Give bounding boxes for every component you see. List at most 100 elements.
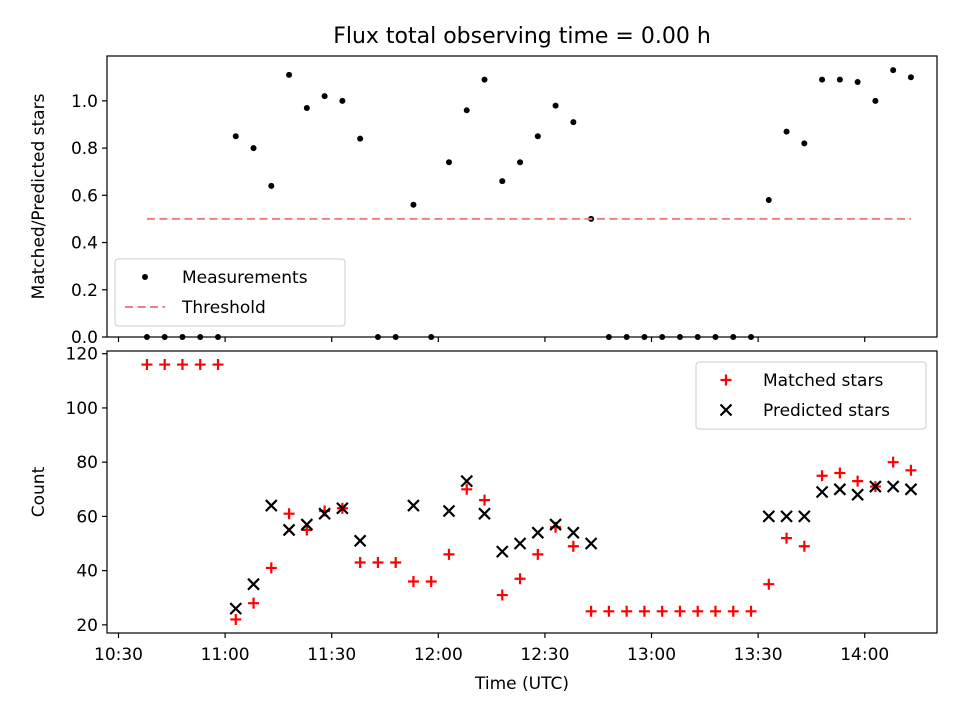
data-point — [836, 76, 843, 83]
data-point — [247, 577, 260, 591]
data-point — [496, 589, 508, 601]
legend-label: Predicted stars — [763, 401, 890, 421]
x-tick-label: 12:00 — [414, 645, 463, 665]
data-point — [763, 578, 775, 590]
y-tick-label: 0.2 — [71, 281, 98, 301]
data-point — [907, 74, 914, 81]
x-tick-label: 13:00 — [627, 645, 676, 665]
legend-label: Measurements — [182, 268, 308, 288]
data-point — [407, 499, 420, 512]
y-tick-label: 0.4 — [71, 234, 98, 254]
x-tick-label: 13:30 — [734, 645, 783, 665]
data-point — [656, 605, 668, 617]
data-point — [798, 510, 811, 523]
legend-box — [114, 258, 346, 327]
data-point — [748, 334, 755, 340]
data-point — [727, 605, 739, 617]
panel-ratio: 0.0 0.2 0.4 0.6 0.8 1.0 Matched/Predicted star… — [29, 55, 938, 348]
data-point — [552, 102, 559, 109]
data-point — [197, 334, 204, 340]
y-tick-label: 120 — [66, 345, 98, 365]
data-point — [834, 467, 846, 479]
axes-frame — [106, 55, 938, 338]
data-point — [890, 67, 897, 74]
data-point — [265, 562, 277, 574]
y-tick-label: 100 — [66, 399, 98, 419]
data-point — [531, 526, 545, 539]
data-point — [461, 483, 473, 495]
series-measurements — [143, 67, 914, 340]
data-point — [886, 480, 900, 493]
data-point — [869, 480, 882, 493]
data-point — [514, 573, 526, 585]
data-point — [339, 97, 346, 104]
data-point — [372, 557, 384, 568]
data-point — [549, 518, 562, 531]
data-point — [445, 159, 452, 166]
data-point — [318, 507, 331, 520]
data-point — [460, 474, 474, 488]
data-point — [478, 507, 491, 520]
data-point — [428, 334, 435, 340]
data-point — [659, 334, 666, 340]
y-tick-label: 80 — [76, 453, 98, 473]
data-point — [179, 334, 186, 340]
data-point — [268, 182, 275, 189]
data-point — [425, 575, 437, 587]
data-point — [815, 485, 829, 499]
data-point — [534, 133, 541, 140]
y-axis-label: Matched/Predicted stars — [29, 93, 49, 299]
data-point — [282, 523, 296, 537]
x-tick-label: 11:30 — [307, 645, 356, 665]
y-tick-label: 0.0 — [71, 328, 98, 348]
data-point — [392, 334, 399, 340]
data-point — [730, 334, 737, 340]
legend-box — [695, 361, 927, 430]
series-predicted-stars — [229, 474, 918, 615]
data-point — [765, 197, 772, 204]
data-point — [353, 534, 367, 548]
data-point — [621, 605, 633, 617]
y-axis-label: Count — [29, 466, 49, 517]
data-point — [905, 464, 917, 476]
data-point — [816, 470, 828, 482]
data-point — [852, 475, 864, 487]
legend-swatch — [719, 403, 733, 417]
data-point — [407, 575, 419, 587]
data-point — [819, 76, 826, 83]
data-point — [762, 510, 776, 523]
legend-label: Matched stars — [763, 371, 883, 391]
data-point — [570, 119, 577, 126]
legend: Matched stars Predicted stars — [695, 361, 927, 430]
data-point — [443, 548, 455, 560]
data-point — [676, 334, 683, 340]
chart-title: Flux total observing time = 0.00 h — [333, 24, 711, 49]
data-point — [712, 334, 719, 340]
data-point — [854, 78, 861, 85]
data-point — [513, 537, 527, 550]
data-point — [603, 605, 615, 617]
data-point — [250, 145, 257, 152]
x-tick-label: 14:00 — [840, 645, 889, 665]
data-point — [248, 597, 260, 609]
data-point — [872, 97, 879, 104]
data-point — [230, 613, 242, 625]
y-tick-label: 0.8 — [71, 139, 98, 159]
data-point — [692, 605, 704, 617]
axes: 0.0 0.2 0.4 0.6 0.8 1.0 Matched/Predicted star… — [29, 55, 938, 694]
y-tick-label: 20 — [76, 616, 98, 636]
data-point — [745, 605, 757, 617]
data-point — [143, 334, 150, 340]
data-point — [709, 605, 721, 617]
data-point — [780, 510, 793, 523]
data-point — [159, 359, 171, 371]
data-point — [232, 133, 239, 140]
data-point — [176, 359, 188, 371]
legend-swatch — [142, 274, 148, 280]
x-axis-label: Time (UTC) — [474, 674, 569, 694]
data-point — [517, 159, 524, 166]
data-point — [354, 557, 366, 568]
data-point — [214, 334, 221, 340]
data-point — [641, 334, 648, 340]
